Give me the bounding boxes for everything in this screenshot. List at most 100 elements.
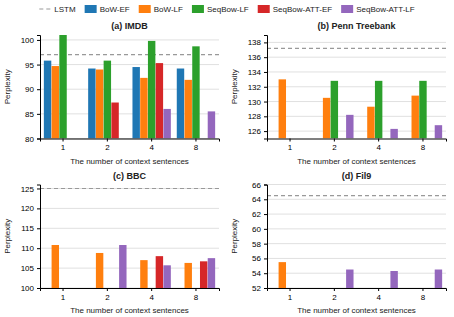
grid: [267, 185, 446, 289]
bar: [104, 61, 111, 139]
legend-item: SeqBow-ATT-EF: [258, 5, 333, 14]
tick: 2: [105, 288, 110, 302]
tick-mark: [107, 139, 108, 142]
axis-line: [41, 139, 220, 142]
bar: [52, 66, 59, 138]
tick-label: 134: [248, 68, 262, 77]
tick-label: 130: [248, 98, 262, 107]
legend: LSTMBoW-EFBoW-LFSeqBow-LFSeqBow-ATT-EFSe…: [39, 5, 414, 14]
plot-area: 1261281301321341361381248: [248, 36, 447, 153]
plot-area: 808590951001248: [21, 35, 220, 152]
bar: [419, 81, 426, 139]
tick: 85: [25, 110, 40, 119]
grid-line: [40, 268, 219, 269]
tick: 2: [105, 139, 110, 153]
tick-label: 8: [421, 143, 426, 152]
tick-mark: [37, 114, 40, 115]
tick-label: 4: [149, 143, 154, 152]
tick-label: 2: [105, 293, 110, 302]
tick-label: 60: [252, 225, 261, 234]
series: [279, 79, 419, 138]
legend-label: SeqBow-ATT-LF: [356, 5, 415, 14]
y-axis: 80859095100: [21, 36, 41, 144]
plot-area: 52545658606264661248: [252, 181, 446, 302]
grid-line: [40, 89, 219, 90]
tick-label: 4: [376, 143, 381, 152]
reference-line: [267, 48, 446, 49]
x-axis: 1248: [41, 288, 220, 302]
tick: 8: [421, 288, 426, 302]
axis-line: [41, 289, 220, 292]
tick-mark: [63, 139, 64, 142]
tick-mark: [422, 139, 423, 142]
tick-label: 2: [105, 143, 110, 152]
series: [59, 35, 199, 139]
bar: [323, 98, 330, 139]
series: [111, 63, 163, 138]
tick-label: 64: [252, 195, 261, 204]
tick-mark: [264, 57, 267, 58]
bar: [111, 103, 118, 139]
tick: 90: [25, 85, 40, 94]
legend-label: BoW-EF: [100, 5, 130, 14]
bar: [88, 69, 95, 139]
tick-label: 136: [248, 53, 262, 62]
chart-figure: 808590951001248(a) IMDBThe number of con…: [0, 0, 454, 317]
marks: [267, 196, 446, 288]
tick-label: 54: [252, 269, 261, 278]
grid: [40, 40, 219, 139]
y-axis-title: Perplexity: [230, 219, 239, 254]
axis-line: [37, 36, 41, 140]
x-axis-title: The number of context sentences: [297, 157, 416, 166]
tick-mark: [264, 116, 267, 117]
tick-mark: [195, 139, 196, 142]
reference-line: [40, 188, 219, 189]
grid-line: [267, 199, 446, 200]
tick: 110: [21, 244, 40, 253]
tick-mark: [264, 87, 267, 88]
x-axis: 1248: [268, 288, 447, 302]
y-axis-title: Perplexity: [3, 69, 12, 104]
grid-line: [267, 57, 446, 58]
series: [331, 81, 427, 139]
bar: [132, 67, 139, 138]
tick-label: 126: [248, 127, 262, 136]
tick-mark: [37, 208, 40, 209]
grid-line: [267, 131, 446, 132]
marks: [267, 48, 446, 138]
panel: 808590951001248(a) IMDBThe number of con…: [3, 21, 220, 166]
tick-label: 128: [248, 112, 262, 121]
tick-label: 100: [21, 284, 35, 293]
legend-item: BoW-EF: [85, 5, 130, 14]
tick-label: 8: [194, 293, 199, 302]
tick-mark: [37, 248, 40, 249]
bar: [390, 271, 397, 288]
tick: 56: [252, 254, 267, 263]
tick-mark: [37, 288, 40, 289]
reference-line: [40, 54, 219, 55]
tick-mark: [264, 199, 267, 200]
bar: [185, 263, 192, 288]
tick-mark: [378, 288, 379, 291]
bar: [52, 245, 59, 288]
tick-mark: [264, 258, 267, 259]
bar: [177, 69, 184, 139]
bar: [156, 256, 163, 288]
tick-label: 90: [25, 85, 34, 94]
grid: [40, 188, 219, 288]
bar: [412, 96, 419, 139]
tick-mark: [37, 228, 40, 229]
legend-swatch: [85, 5, 97, 13]
tick: 62: [252, 210, 267, 219]
tick-mark: [37, 268, 40, 269]
grid-line: [40, 248, 219, 249]
tick: 8: [194, 139, 199, 153]
tick-mark: [264, 229, 267, 230]
tick: 115: [21, 224, 40, 233]
axis-line: [264, 185, 268, 289]
grid-line: [40, 228, 219, 229]
bar: [96, 70, 103, 139]
series: [119, 245, 215, 288]
tick-label: 8: [194, 143, 199, 152]
tick: 126: [248, 127, 267, 136]
